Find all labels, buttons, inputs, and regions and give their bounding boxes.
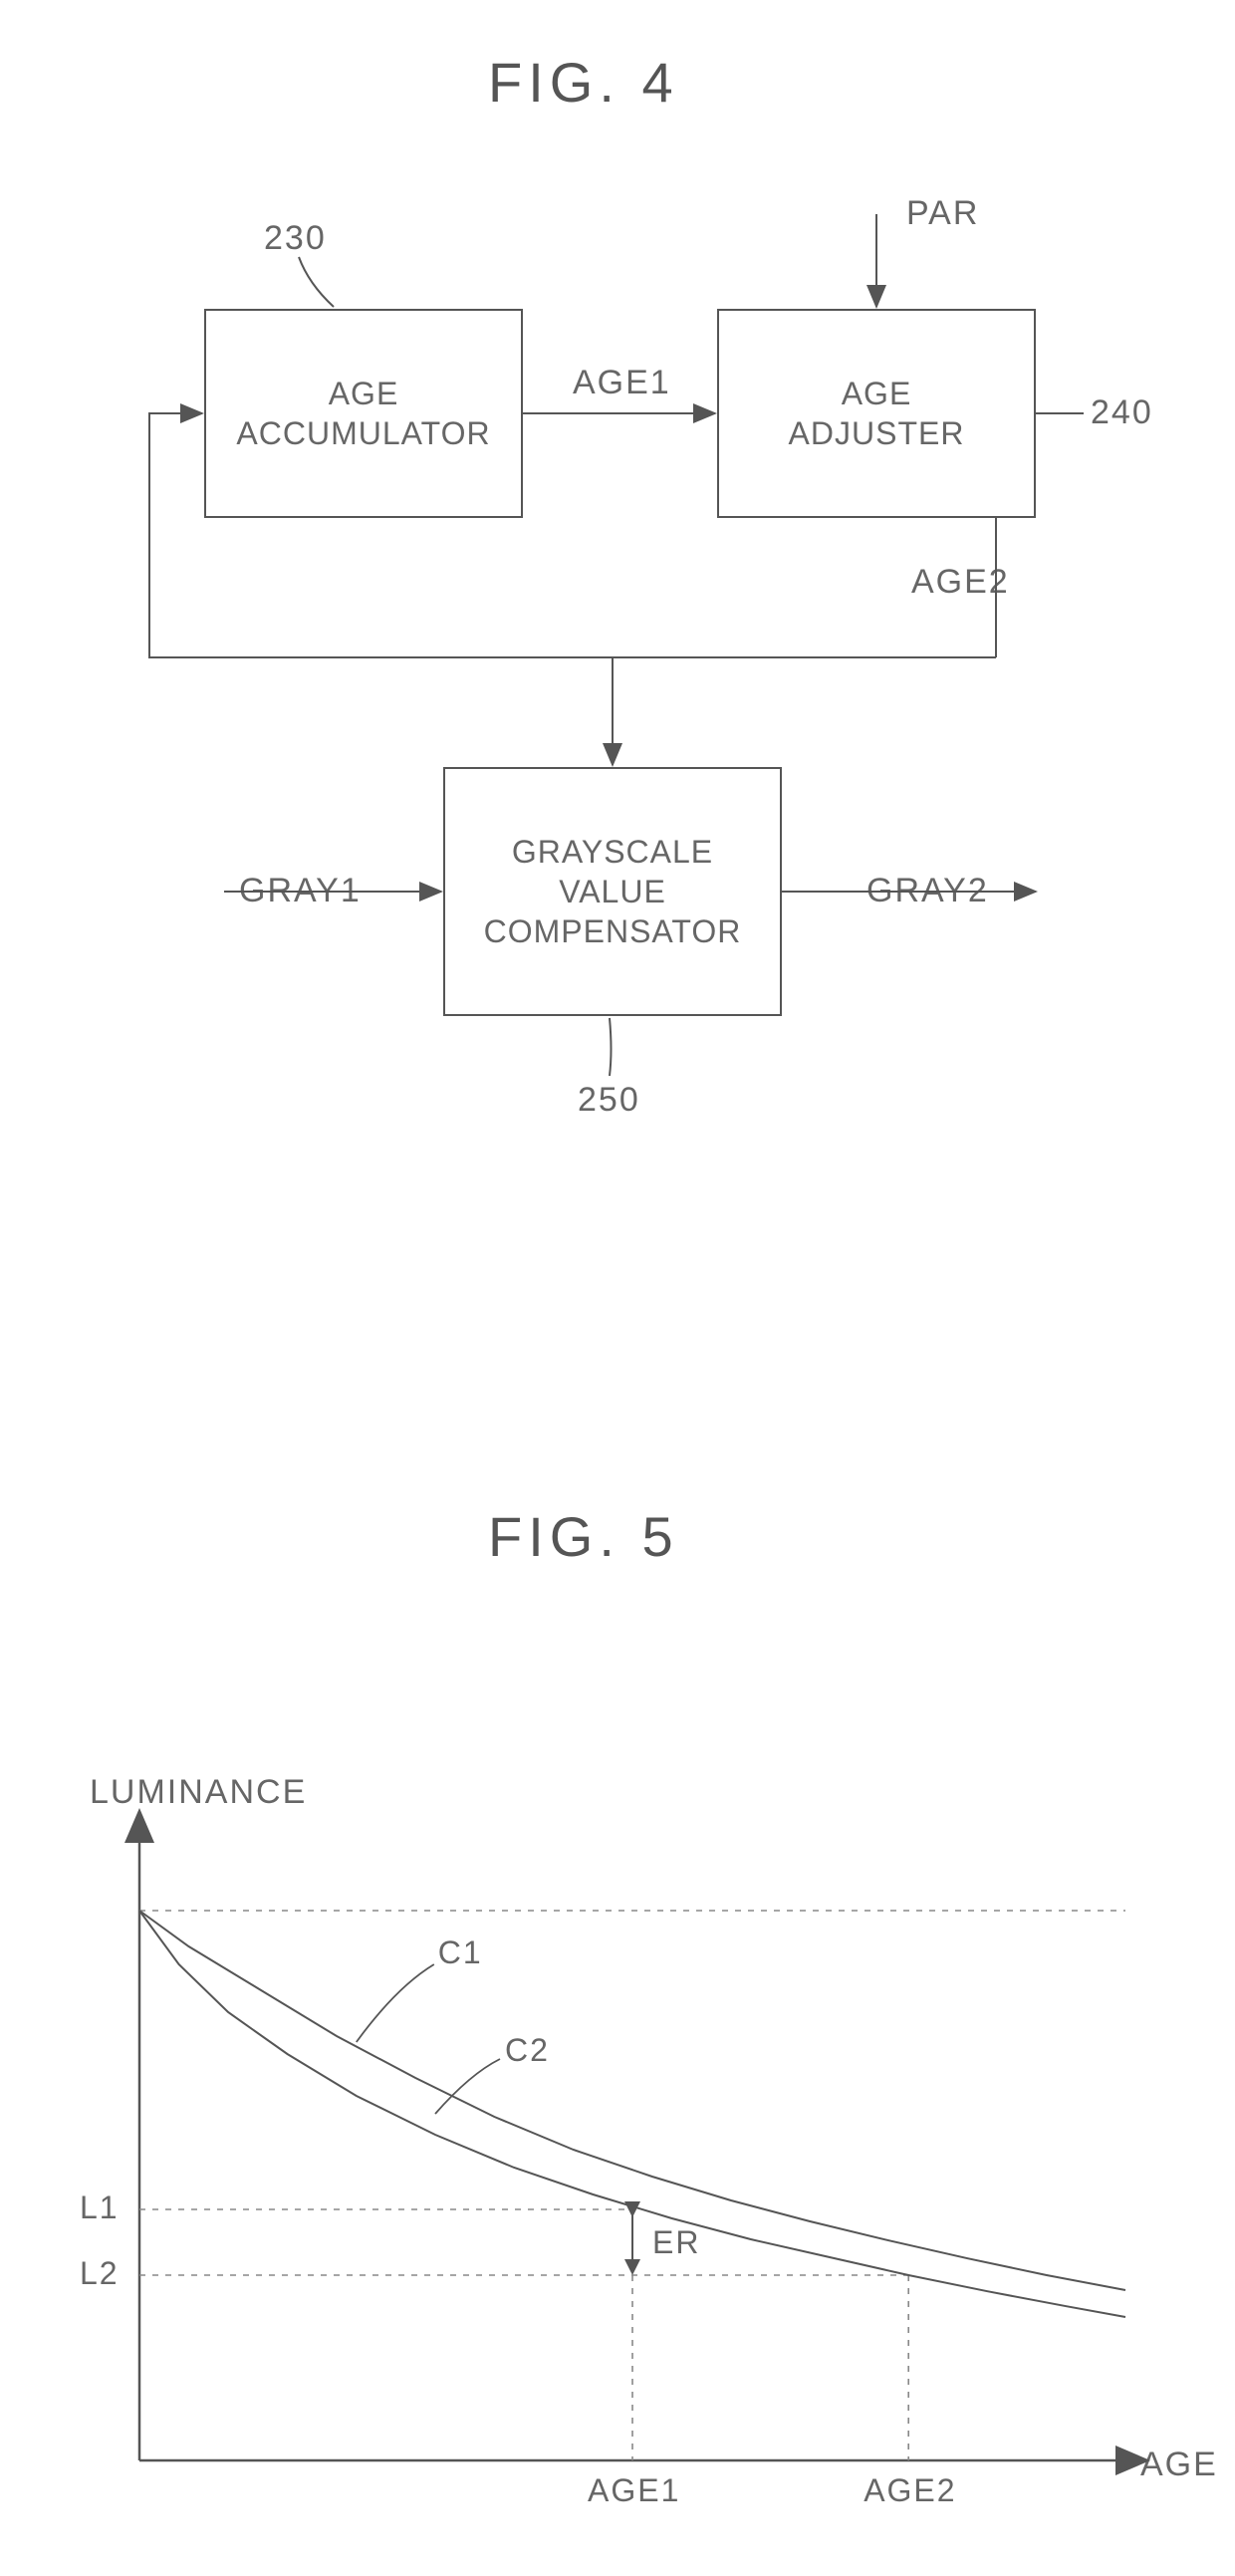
age-adjuster-block: AGE ADJUSTER	[717, 309, 1036, 518]
accumulator-id-label: 230	[264, 219, 327, 258]
compensator-line2: VALUE	[559, 872, 666, 911]
age2-signal-label: AGE2	[911, 563, 1010, 602]
age2-tick-label: AGE2	[864, 2472, 956, 2509]
er-label: ER	[652, 2224, 700, 2261]
accumulator-line2: ACCUMULATOR	[236, 413, 490, 453]
c1-curve-label: C1	[438, 1934, 483, 1971]
page: FIG. 4 AGE ACCUMULATOR AGE ADJUSTER GRAY…	[0, 0, 1235, 2576]
age1-signal-label: AGE1	[573, 364, 671, 402]
fig4-title: FIG. 4	[488, 50, 679, 115]
adjuster-line2: ADJUSTER	[789, 413, 965, 453]
c2-curve-label: C2	[505, 2032, 550, 2069]
accumulator-line1: AGE	[329, 374, 399, 413]
x-axis-label: AGE	[1140, 2446, 1218, 2484]
adjuster-line1: AGE	[842, 374, 912, 413]
gray1-signal-label: GRAY1	[239, 872, 362, 910]
compensator-line3: COMPENSATOR	[484, 911, 742, 951]
age-accumulator-block: AGE ACCUMULATOR	[204, 309, 523, 518]
l1-label: L1	[80, 2190, 120, 2226]
age1-tick-label: AGE1	[588, 2472, 680, 2509]
adjuster-id-label: 240	[1091, 393, 1153, 432]
fig5-title: FIG. 5	[488, 1504, 679, 1569]
gray2-signal-label: GRAY2	[866, 872, 989, 910]
par-signal-label: PAR	[906, 194, 979, 233]
y-axis-label: LUMINANCE	[90, 1773, 307, 1812]
compensator-id-label: 250	[578, 1081, 640, 1120]
compensator-line1: GRAYSCALE	[512, 832, 713, 872]
fig4-connectors	[0, 0, 1235, 1195]
grayscale-compensator-block: GRAYSCALE VALUE COMPENSATOR	[443, 767, 782, 1016]
l2-label: L2	[80, 2255, 120, 2292]
